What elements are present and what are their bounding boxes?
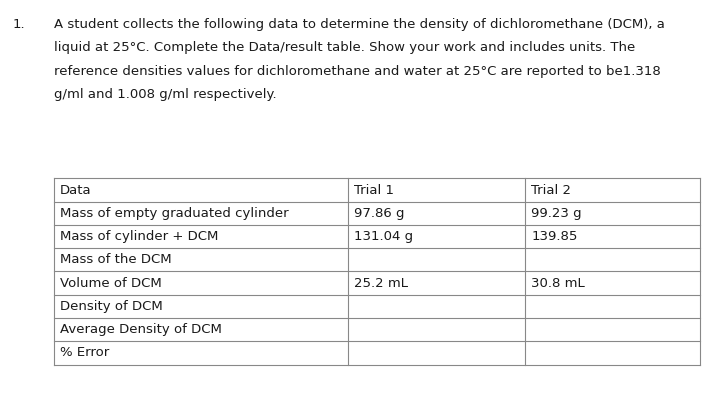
Text: Trial 1: Trial 1 [354,184,394,196]
Text: 99.23 g: 99.23 g [531,207,582,220]
Text: 30.8 mL: 30.8 mL [531,277,585,290]
Text: Data: Data [60,184,91,196]
Text: 25.2 mL: 25.2 mL [354,277,408,290]
Text: Average Density of DCM: Average Density of DCM [60,323,222,336]
Text: Density of DCM: Density of DCM [60,300,163,313]
Text: 1.: 1. [13,18,26,31]
Text: 139.85: 139.85 [531,230,577,243]
Text: A student collects the following data to determine the density of dichloromethan: A student collects the following data to… [54,18,665,31]
Text: Mass of the DCM: Mass of the DCM [60,253,171,266]
Text: 131.04 g: 131.04 g [354,230,413,243]
Text: g/ml and 1.008 g/ml respectively.: g/ml and 1.008 g/ml respectively. [54,88,276,101]
Text: Mass of empty graduated cylinder: Mass of empty graduated cylinder [60,207,289,220]
Text: % Error: % Error [60,346,109,359]
Text: 97.86 g: 97.86 g [354,207,404,220]
Text: reference densities values for dichloromethane and water at 25°C are reported to: reference densities values for dichlorom… [54,65,661,77]
Text: Trial 2: Trial 2 [531,184,571,196]
Text: Mass of cylinder + DCM: Mass of cylinder + DCM [60,230,218,243]
Text: liquid at 25°C. Complete the Data/result table. Show your work and includes unit: liquid at 25°C. Complete the Data/result… [54,41,635,54]
Text: Volume of DCM: Volume of DCM [60,277,161,290]
